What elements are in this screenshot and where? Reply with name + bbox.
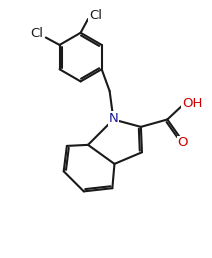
Text: N: N	[109, 112, 118, 125]
Text: OH: OH	[182, 97, 202, 110]
Text: Cl: Cl	[31, 27, 43, 40]
Text: O: O	[177, 136, 188, 149]
Text: Cl: Cl	[89, 9, 102, 22]
